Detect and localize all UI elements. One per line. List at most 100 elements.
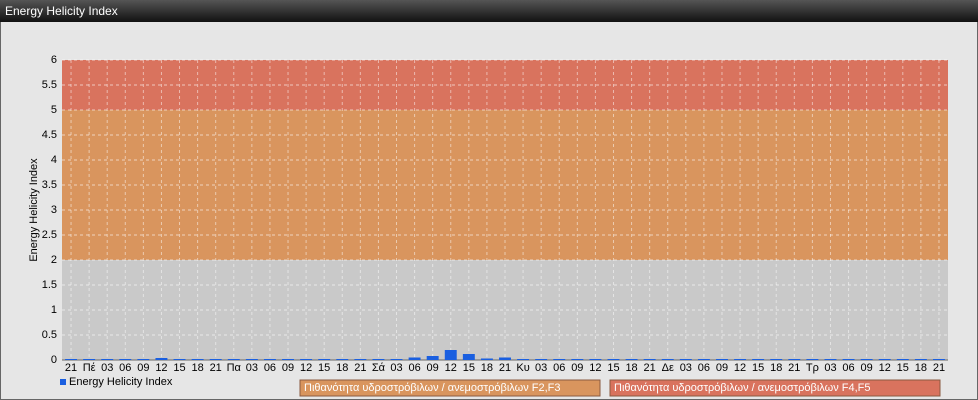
x-tick-label: 18 xyxy=(625,362,637,374)
bar xyxy=(263,359,276,360)
bar xyxy=(462,354,475,360)
y-tick-label: 4.5 xyxy=(42,129,57,141)
x-tick-label: Τρ xyxy=(806,362,819,374)
bar xyxy=(209,359,222,360)
bar xyxy=(83,359,96,360)
x-tick-label: 03 xyxy=(246,362,258,374)
y-axis-label: Energy Helicity Index xyxy=(28,158,40,262)
bar xyxy=(553,359,566,360)
bar xyxy=(860,359,873,360)
bar xyxy=(571,359,584,360)
x-tick-label: 12 xyxy=(879,362,891,374)
y-tick-label: 3 xyxy=(51,204,57,216)
x-tick-label: Δε xyxy=(662,362,674,374)
x-tick-label: 21 xyxy=(210,362,222,374)
x-tick-label: 03 xyxy=(101,362,113,374)
bar xyxy=(426,356,439,360)
x-tick-label: Πέ xyxy=(83,362,96,374)
band-legend-label: Πιθανότητα υδροστρόβιλων / ανεμοστρόβιλω… xyxy=(304,382,561,394)
x-tick-label: Σά xyxy=(372,362,386,374)
y-tick-label: 0 xyxy=(51,354,57,366)
bar xyxy=(878,359,891,360)
x-tick-label: 18 xyxy=(336,362,348,374)
bar xyxy=(770,359,783,360)
x-tick-label: 21 xyxy=(499,362,511,374)
bar xyxy=(354,359,367,360)
chart-title: Energy Helicity Index xyxy=(5,4,118,18)
x-tick-label: 06 xyxy=(264,362,276,374)
bar xyxy=(788,359,801,360)
y-tick-label: 6 xyxy=(51,54,57,66)
x-tick-label: Κυ xyxy=(516,362,529,374)
bar xyxy=(734,359,747,360)
x-tick-label: 18 xyxy=(191,362,203,374)
bar xyxy=(589,359,602,360)
bar xyxy=(499,357,511,360)
bar xyxy=(824,359,837,360)
x-tick-label: 06 xyxy=(698,362,710,374)
bar xyxy=(716,359,728,360)
bar xyxy=(372,359,385,360)
bar xyxy=(625,359,638,360)
bar xyxy=(444,350,457,360)
x-tick-label: 18 xyxy=(770,362,782,374)
title-bar xyxy=(0,0,978,22)
x-tick-label: 15 xyxy=(607,362,619,374)
bar xyxy=(227,359,240,360)
band-legend-box xyxy=(299,379,601,397)
x-tick-label: 09 xyxy=(427,362,439,374)
x-tick-label: 03 xyxy=(390,362,402,374)
bar xyxy=(336,359,349,360)
bar xyxy=(480,358,493,360)
bar xyxy=(842,359,855,360)
x-tick-label: 21 xyxy=(788,362,800,374)
x-tick-label: 12 xyxy=(445,362,457,374)
bar xyxy=(607,359,620,360)
bar xyxy=(914,359,927,360)
bar xyxy=(137,359,150,360)
y-tick-label: 1.5 xyxy=(42,279,57,291)
x-tick-label: 09 xyxy=(716,362,728,374)
bar xyxy=(282,359,294,360)
x-tick-label: 15 xyxy=(897,362,909,374)
x-tick-label: 12 xyxy=(300,362,312,374)
x-tick-label: 15 xyxy=(752,362,764,374)
x-tick-label: Πα xyxy=(227,362,242,374)
x-tick-label: 15 xyxy=(463,362,475,374)
band-legend-label: Πιθανότητα υδροστρόβιλων / ανεμοστρόβιλω… xyxy=(614,382,871,394)
x-tick-label: 06 xyxy=(408,362,420,374)
bar xyxy=(173,359,186,360)
bar xyxy=(661,359,674,360)
bar xyxy=(643,359,656,360)
bar xyxy=(752,359,765,360)
x-tick-label: 12 xyxy=(155,362,167,374)
x-tick-label: 03 xyxy=(680,362,692,374)
bar xyxy=(408,357,421,360)
x-tick-label: 12 xyxy=(734,362,746,374)
bar xyxy=(300,359,313,360)
x-tick-label: 03 xyxy=(535,362,547,374)
bar xyxy=(390,359,403,360)
x-tick-label: 03 xyxy=(824,362,836,374)
bar xyxy=(191,359,204,360)
bar xyxy=(806,359,819,360)
x-tick-label: 21 xyxy=(933,362,945,374)
y-tick-label: 4 xyxy=(51,154,57,166)
x-tick-label: 15 xyxy=(318,362,330,374)
x-tick-label: 18 xyxy=(915,362,927,374)
legend-label: Energy Helicity Index xyxy=(69,376,173,388)
y-tick-label: 5.5 xyxy=(42,79,57,91)
x-tick-label: 06 xyxy=(842,362,854,374)
x-tick-label: 06 xyxy=(553,362,565,374)
x-tick-label: 15 xyxy=(173,362,185,374)
bar xyxy=(697,359,710,360)
x-tick-label: 21 xyxy=(65,362,77,374)
x-tick-label: 21 xyxy=(644,362,656,374)
y-tick-label: 3.5 xyxy=(42,179,57,191)
y-tick-label: 1 xyxy=(51,304,57,316)
y-tick-label: 2.5 xyxy=(42,229,57,241)
bar xyxy=(517,359,530,360)
bar xyxy=(155,358,168,360)
bar xyxy=(245,359,258,360)
